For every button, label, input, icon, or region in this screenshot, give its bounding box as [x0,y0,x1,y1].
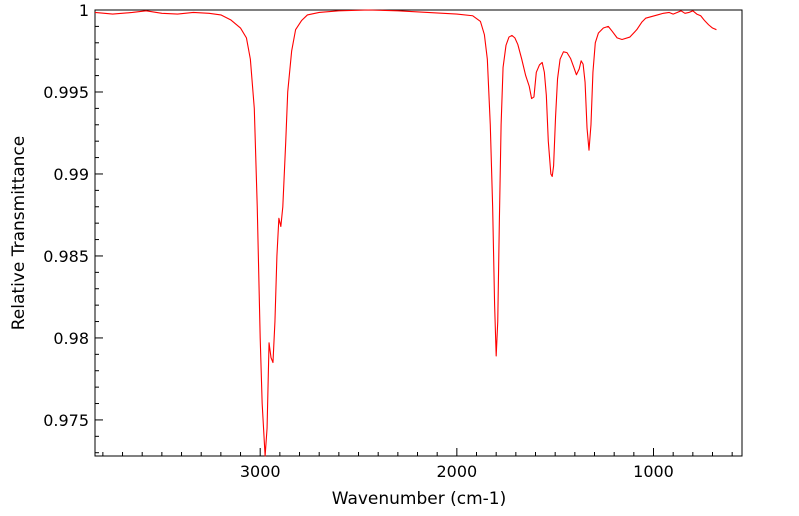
x-tick-label: 1000 [633,462,674,481]
x-axis-title: Wavenumber (cm-1) [332,489,507,509]
x-tick-label: 2000 [436,462,477,481]
y-axis-title: Relative Transmittance [9,136,29,331]
y-tick-label: 0.99 [53,165,89,184]
plot-frame [94,9,743,457]
x-tick-label: 3000 [240,462,281,481]
y-tick-label: 1 [79,1,89,20]
spectrum-line [94,9,717,457]
y-tick-label: 0.995 [43,83,89,102]
x-axis-ticks: 3000 2000 1000 [102,448,733,481]
y-tick-label: 0.98 [53,329,89,348]
y-axis-ticks: 1 0.995 0.99 0.985 0.98 0.975 [43,1,103,454]
y-tick-label: 0.975 [43,411,89,430]
y-tick-label: 0.985 [43,247,89,266]
series-layer [94,9,717,457]
